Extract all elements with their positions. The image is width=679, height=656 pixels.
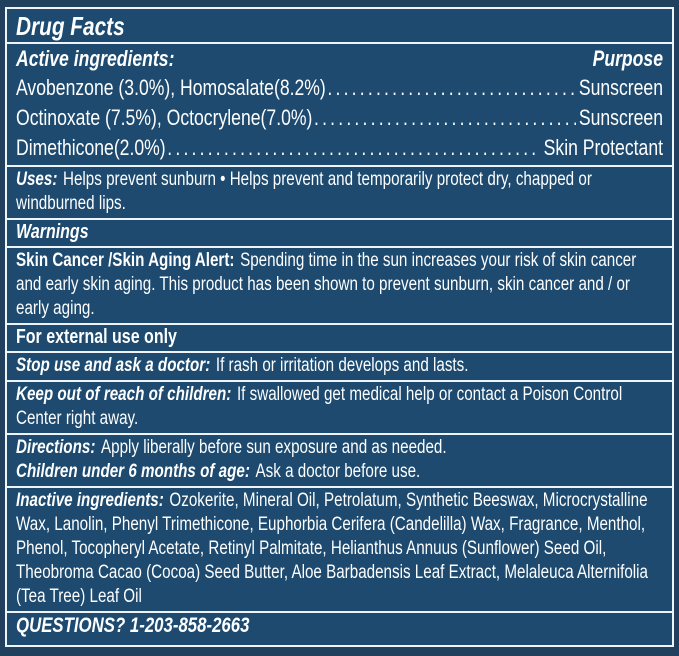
directions-heading: Directions:	[16, 437, 96, 458]
uses-section: Uses: Helps prevent sunburn • Helps preve…	[7, 165, 672, 218]
keep-out-text: If swallowed get medical help or contact…	[16, 384, 623, 429]
ingredient-name: Dimethicone(2.0%)	[16, 135, 166, 160]
keep-out-paragraph: Keep out of reach of children: If swallow…	[16, 383, 663, 431]
directions-text: Apply liberally before sun exposure and …	[101, 437, 447, 458]
dotted-leader: ........................................…	[167, 135, 540, 160]
keep-out-section: Keep out of reach of children: If swallow…	[7, 380, 672, 433]
dotted-leader: ........................................…	[313, 105, 576, 130]
uses-text: Helps prevent sunburn • Helps prevent an…	[16, 169, 592, 214]
skin-alert-paragraph: Skin Cancer /Skin Aging Alert: Spending t…	[16, 249, 663, 321]
children-heading: Children under 6 months of age:	[16, 461, 250, 482]
ingredient-row: Dimethicone(2.0%) ......................…	[16, 133, 663, 163]
inactive-paragraph: Inactive ingredients: Ozokerite, Mineral …	[16, 489, 663, 609]
external-use-section: For external use only	[7, 323, 672, 351]
inactive-text: Ozokerite, Mineral Oil, Petrolatum, Synt…	[16, 490, 648, 607]
uses-heading: Uses:	[16, 169, 58, 190]
external-use-text: For external use only	[16, 326, 177, 348]
purpose-heading: Purpose	[592, 46, 663, 71]
keep-out-heading: Keep out of reach of children:	[16, 384, 232, 405]
title-section: Drug Facts	[7, 9, 672, 42]
directions-section: Directions: Apply liberally before sun ex…	[7, 433, 672, 486]
drug-facts-title: Drug Facts	[16, 11, 125, 41]
ingredient-purpose: Sunscreen	[578, 105, 663, 130]
stop-use-text: If rash or irritation develops and lasts…	[215, 355, 469, 376]
ingredient-purpose: Skin Protectant	[543, 135, 663, 160]
ingredient-row: Avobenzone (3.0%), Homosalate(8.2%) ....…	[16, 73, 663, 103]
skin-alert-section: Skin Cancer /Skin Aging Alert: Spending t…	[7, 246, 672, 323]
skin-alert-heading: Skin Cancer /Skin Aging Alert:	[16, 250, 235, 271]
inactive-heading: Inactive ingredients:	[16, 490, 164, 511]
ingredient-row: Octinoxate (7.5%), Octocrylene(7.0%) ...…	[16, 103, 663, 133]
ingredient-name: Avobenzone (3.0%), Homosalate(8.2%)	[16, 75, 326, 100]
warnings-heading: Warnings	[16, 221, 89, 243]
ingredient-purpose: Sunscreen	[578, 75, 663, 100]
dotted-leader: ........................................…	[327, 75, 575, 100]
questions-text: QUESTIONS? 1-203-858-2663	[16, 614, 250, 637]
active-ingredients-heading: Active ingredients:	[16, 46, 175, 71]
children-paragraph: Children under 6 months of age: Ask a doc…	[16, 460, 663, 484]
warnings-section: Warnings	[7, 218, 672, 246]
uses-paragraph: Uses: Helps prevent sunburn • Helps preve…	[16, 168, 663, 216]
active-ingredients-section: Active ingredients: Purpose Avobenzone (…	[7, 42, 672, 165]
inactive-ingredients-section: Inactive ingredients: Ozokerite, Mineral …	[7, 486, 672, 611]
ingredient-name: Octinoxate (7.5%), Octocrylene(7.0%)	[16, 105, 313, 130]
stop-use-paragraph: Stop use and ask a doctor: If rash or irr…	[16, 354, 663, 378]
stop-use-section: Stop use and ask a doctor: If rash or irr…	[7, 351, 672, 380]
children-text: Ask a doctor before use.	[255, 461, 421, 482]
questions-section: QUESTIONS? 1-203-858-2663	[7, 611, 672, 640]
stop-use-heading: Stop use and ask a doctor:	[16, 355, 211, 376]
skin-alert-text: Spending time in the sun increases your …	[16, 250, 637, 319]
active-ingredients-header: Active ingredients: Purpose	[16, 45, 663, 73]
directions-paragraph: Directions: Apply liberally before sun ex…	[16, 436, 663, 460]
label-panel: Drug Facts Active ingredients: Purpose A…	[5, 7, 674, 647]
